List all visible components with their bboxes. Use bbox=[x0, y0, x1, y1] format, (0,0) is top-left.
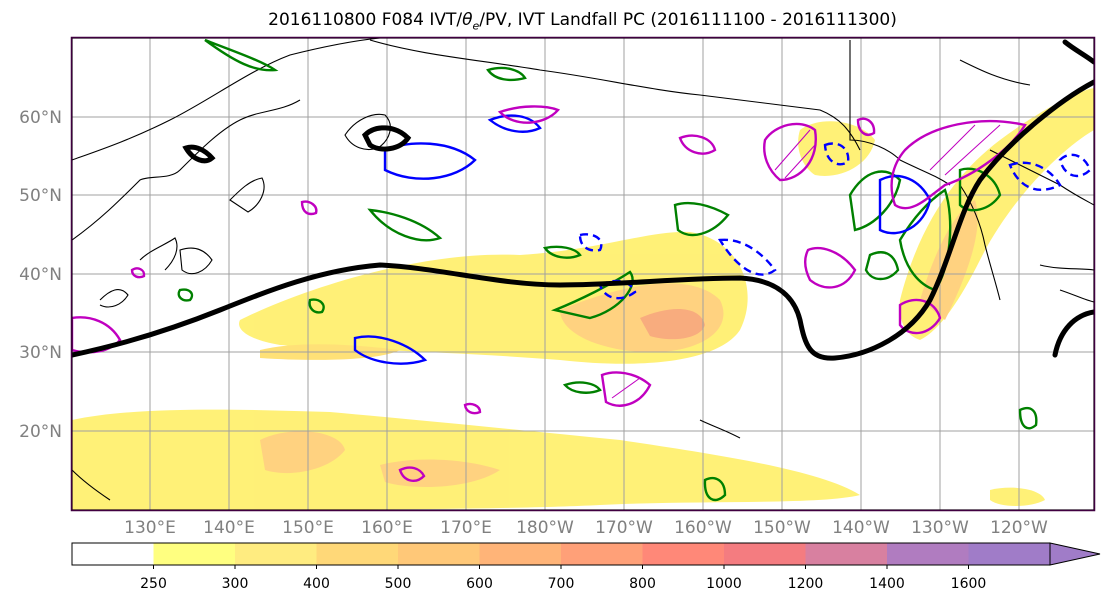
longitude-label: 160°E bbox=[361, 518, 413, 538]
colorbar-extend-arrow bbox=[1049, 542, 1101, 566]
colorbar-segment bbox=[316, 543, 399, 565]
colorbar-label: 1400 bbox=[869, 576, 905, 592]
longitude-label: 170°W bbox=[595, 518, 653, 538]
latitude-label: 60°N bbox=[19, 108, 62, 128]
colorbar-segment bbox=[398, 543, 480, 565]
landfall-contours bbox=[72, 39, 1094, 361]
longitude-label: 120°W bbox=[990, 518, 1048, 538]
longitude-label: 150°E bbox=[282, 518, 334, 538]
longitude-label: 160°W bbox=[674, 518, 732, 538]
latitude-label: 30°N bbox=[19, 343, 62, 363]
colorbar: 250 300 400 500 600 700 800 1000 1200 1400 1600 bbox=[71, 542, 1101, 592]
colorbar-label: 600 bbox=[466, 576, 493, 592]
colorbar-segment bbox=[235, 543, 317, 565]
latitude-label: 50°N bbox=[19, 186, 62, 206]
ivt-shading bbox=[72, 88, 1094, 510]
colorbar-segment bbox=[153, 543, 236, 565]
longitude-label: 170°E bbox=[440, 518, 492, 538]
colorbar-label: 1200 bbox=[788, 576, 824, 592]
longitude-label: 180°W bbox=[516, 518, 574, 538]
colorbar-label: 800 bbox=[629, 576, 656, 592]
landfall-hatch bbox=[611, 124, 1001, 399]
longitude-label: 140°E bbox=[203, 518, 255, 538]
colorbar-label: 700 bbox=[548, 576, 575, 592]
colorbar-label: 1600 bbox=[951, 576, 987, 592]
colorbar-segment bbox=[968, 543, 1051, 565]
colorbar-segment bbox=[805, 543, 888, 565]
longitude-label: 140°W bbox=[832, 518, 890, 538]
colorbar-segment bbox=[724, 543, 806, 565]
graticule bbox=[72, 38, 1094, 510]
colorbar-label: 250 bbox=[140, 576, 167, 592]
pv-contours-green bbox=[177, 38, 1038, 502]
longitude-labels: 130°E 140°E 150°E 160°E 170°E 180°W 170°W 160°W… bbox=[124, 518, 1048, 538]
longitude-label: 150°W bbox=[753, 518, 811, 538]
colorbar-segment bbox=[561, 543, 643, 565]
colorbar-label: 400 bbox=[303, 576, 330, 592]
latitude-label: 40°N bbox=[19, 265, 62, 285]
longitude-label: 130°E bbox=[124, 518, 176, 538]
colorbar-segment bbox=[72, 543, 154, 565]
map-title: 2016110800 F084 IVT/θe/PV, IVT Landfall … bbox=[268, 10, 897, 33]
colorbar-segment bbox=[887, 543, 969, 565]
map-border bbox=[70, 36, 1096, 512]
colorbar-label: 1000 bbox=[706, 576, 742, 592]
longitude-label: 130°W bbox=[911, 518, 969, 538]
colorbar-segment bbox=[479, 543, 562, 565]
colorbar-label: 300 bbox=[222, 576, 249, 592]
colorbar-label: 500 bbox=[385, 576, 412, 592]
colorbar-segment bbox=[642, 543, 725, 565]
latitude-labels: 60°N 50°N 40°N 30°N 20°N bbox=[19, 108, 62, 442]
map-panel bbox=[72, 38, 1094, 510]
latitude-label: 20°N bbox=[19, 422, 62, 442]
